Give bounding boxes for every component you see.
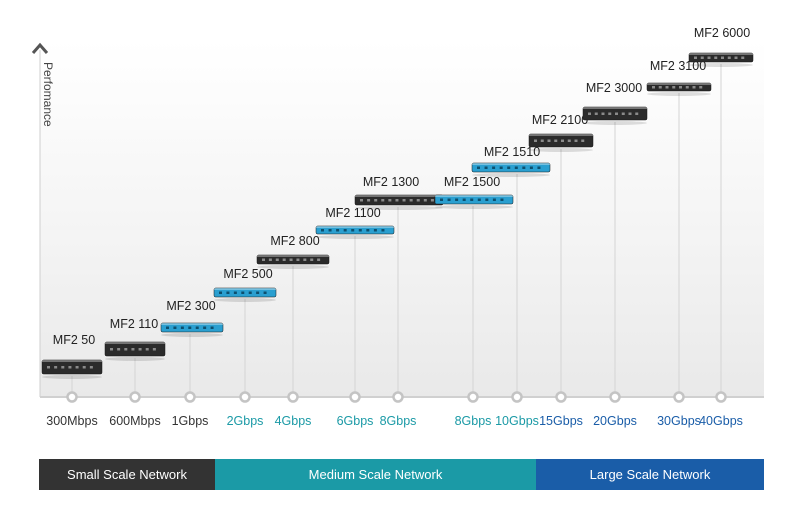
axis-marker-mf2-1500 <box>467 391 479 403</box>
device-mf2-300 <box>160 322 224 337</box>
device-mf2-50 <box>41 359 103 379</box>
throughput-label-mf2-1500: 8Gbps <box>455 414 492 428</box>
throughput-label-mf2-800: 4Gbps <box>275 414 312 428</box>
network-scale-bands: Small Scale Network Medium Scale Network… <box>39 459 764 490</box>
device-label-mf2-300: MF2 300 <box>166 299 215 313</box>
device-label-mf2-1500: MF2 1500 <box>444 175 500 189</box>
device-label-mf2-3000: MF2 3000 <box>586 81 642 95</box>
device-label-mf2-1510: MF2 1510 <box>484 145 540 159</box>
throughput-label-mf2-2100: 15Gbps <box>539 414 583 428</box>
throughput-label-mf2-300: 1Gbps <box>172 414 209 428</box>
device-label-mf2-50: MF2 50 <box>53 333 95 347</box>
small-scale-band: Small Scale Network <box>39 459 215 490</box>
axis-marker-mf2-800 <box>287 391 299 403</box>
device-mf2-110 <box>104 341 166 361</box>
y-axis-label: Perfomance <box>41 62 55 127</box>
y-axis-arrow-icon <box>31 42 49 54</box>
throughput-label-mf2-1300: 8Gbps <box>380 414 417 428</box>
device-label-mf2-800: MF2 800 <box>270 234 319 248</box>
throughput-label-mf2-3000: 20Gbps <box>593 414 637 428</box>
medium-scale-band: Medium Scale Network <box>215 459 536 490</box>
device-label-mf2-1300: MF2 1300 <box>363 175 419 189</box>
throughput-label-mf2-3100: 30Gbps <box>657 414 701 428</box>
device-mf2-800 <box>256 254 330 269</box>
axis-marker-mf2-300 <box>184 391 196 403</box>
medium-scale-label: Medium Scale Network <box>308 467 443 482</box>
device-mf2-2100 <box>528 133 594 152</box>
axis-marker-mf2-3100 <box>673 391 685 403</box>
throughput-label-mf2-50: 300Mbps <box>46 414 97 428</box>
axis-marker-mf2-50 <box>66 391 78 403</box>
axis-marker-mf2-110 <box>129 391 141 403</box>
axis-marker-mf2-3000 <box>609 391 621 403</box>
axis-marker-mf2-6000 <box>715 391 727 403</box>
device-label-mf2-3100: MF2 3100 <box>650 59 706 73</box>
throughput-label-mf2-1510: 10Gbps <box>495 414 539 428</box>
device-mf2-1300 <box>354 194 444 210</box>
large-scale-label: Large Scale Network <box>589 467 711 482</box>
device-mf2-1510 <box>471 162 551 177</box>
device-label-mf2-2100: MF2 2100 <box>532 113 588 127</box>
axis-marker-mf2-1100 <box>349 391 361 403</box>
throughput-label-mf2-6000: 40Gbps <box>699 414 743 428</box>
device-mf2-500 <box>213 287 277 302</box>
throughput-label-mf2-500: 2Gbps <box>227 414 264 428</box>
axis-marker-mf2-500 <box>239 391 251 403</box>
device-label-mf2-110: MF2 110 <box>110 317 158 331</box>
device-label-mf2-6000: MF2 6000 <box>694 26 750 40</box>
large-scale-band: Large Scale Network <box>536 459 764 490</box>
device-mf2-3000 <box>582 106 648 125</box>
device-mf2-3100 <box>646 82 712 96</box>
device-mf2-6000 <box>688 52 754 67</box>
axis-marker-mf2-1510 <box>511 391 523 403</box>
device-mf2-1100 <box>315 225 395 239</box>
device-label-mf2-1100: MF2 1100 <box>325 206 380 220</box>
device-mf2-1500 <box>434 194 514 209</box>
throughput-label-mf2-1100: 6Gbps <box>337 414 374 428</box>
axis-marker-mf2-1300 <box>392 391 404 403</box>
throughput-label-mf2-110: 600Mbps <box>109 414 160 428</box>
small-scale-label: Small Scale Network <box>67 467 187 482</box>
device-label-mf2-500: MF2 500 <box>223 267 272 281</box>
axis-marker-mf2-2100 <box>555 391 567 403</box>
plot-background <box>40 40 764 397</box>
